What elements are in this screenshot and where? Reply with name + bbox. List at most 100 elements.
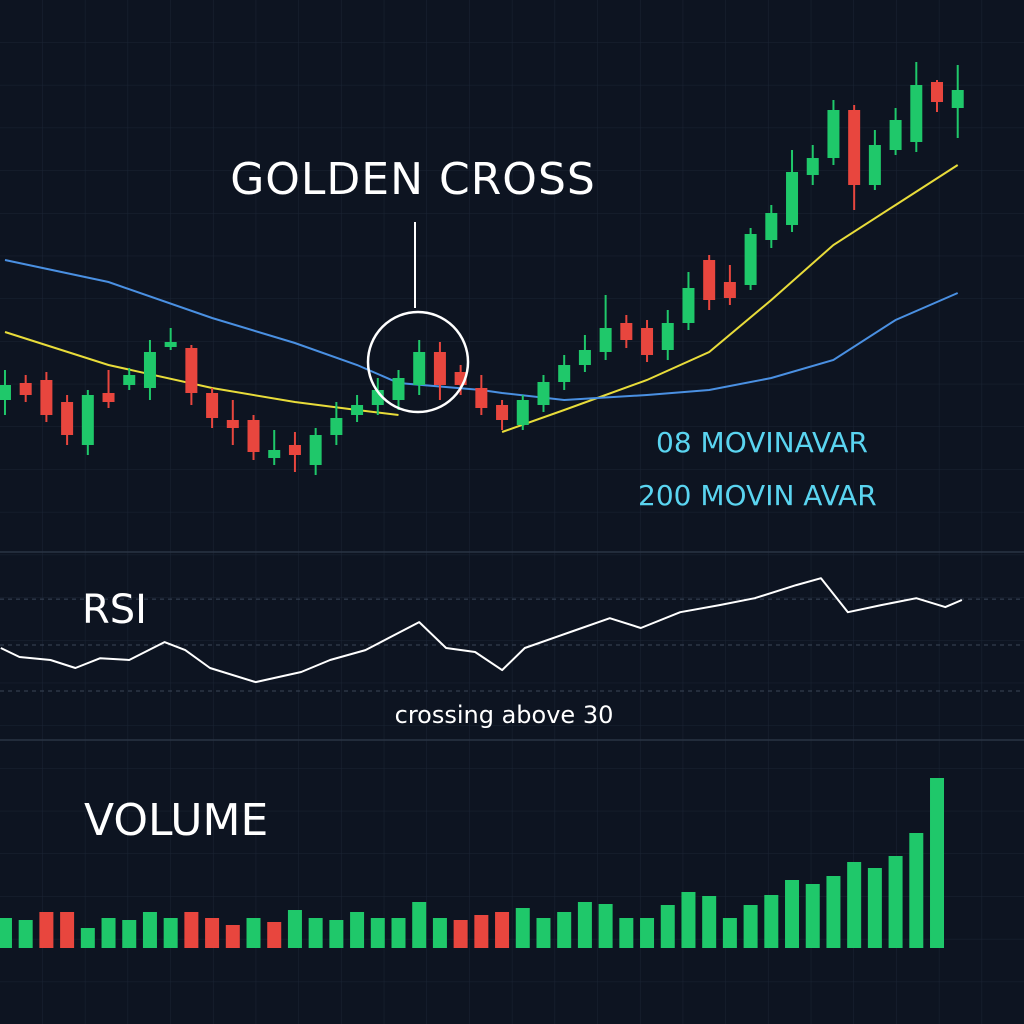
- candle-body: [247, 420, 260, 452]
- panel-title: RSI: [82, 587, 147, 633]
- candle-body: [392, 378, 405, 400]
- candle-body: [578, 350, 591, 365]
- volume-bar: [412, 902, 427, 948]
- candle-body: [703, 260, 716, 300]
- candle-body: [123, 375, 136, 385]
- volume-bar: [805, 884, 820, 948]
- volume-bar: [246, 918, 261, 948]
- volume-bar: [80, 928, 95, 948]
- rsi-line: [0, 577, 963, 684]
- volume-bar: [640, 918, 655, 948]
- candle-body: [537, 382, 550, 405]
- candle-body: [682, 288, 695, 323]
- candle-body: [433, 352, 446, 385]
- candle-body: [889, 120, 902, 150]
- volume-bar: [909, 833, 924, 948]
- volume-bar: [122, 920, 137, 948]
- volume-bar: [930, 778, 945, 948]
- volume-bar: [205, 918, 220, 948]
- volume-bar: [598, 904, 613, 948]
- volume-bar: [225, 925, 240, 948]
- volume-bar: [702, 896, 717, 948]
- volume-bar: [785, 880, 800, 948]
- volume-bar: [453, 920, 468, 948]
- candle-body: [309, 435, 322, 465]
- volume-bar: [391, 918, 406, 948]
- candle-body: [786, 172, 799, 225]
- candle-body: [848, 110, 861, 185]
- volume-bar: [163, 918, 178, 948]
- candle-body: [868, 145, 881, 185]
- marks: [0, 62, 1024, 948]
- candle-body: [806, 158, 819, 175]
- candle-body: [620, 323, 633, 340]
- candle-body: [351, 405, 364, 415]
- candle-body: [641, 328, 654, 355]
- volume-bar: [101, 918, 116, 948]
- candle-body: [268, 450, 281, 458]
- candle-body: [185, 348, 198, 393]
- candle-body: [765, 213, 778, 240]
- volume-bar: [743, 905, 758, 948]
- volume-bar: [577, 902, 592, 948]
- candle-body: [516, 400, 529, 425]
- volume-bar: [350, 912, 365, 948]
- volume-bar: [267, 922, 282, 948]
- volume-bar: [867, 868, 882, 948]
- legend-label: 08 MOVINAVAR: [656, 426, 868, 459]
- annotation-circle: [366, 310, 470, 414]
- volume-bar: [329, 920, 344, 948]
- volume-bar: [847, 862, 862, 948]
- moving-average-line: [4, 164, 959, 433]
- volume-bar: [287, 910, 302, 948]
- volume-bar: [660, 905, 675, 948]
- panel-title: VOLUME: [84, 795, 268, 846]
- volume-bar: [18, 920, 33, 948]
- volume-bar: [495, 912, 510, 948]
- candle-body: [951, 90, 964, 108]
- volume-bar: [722, 918, 737, 948]
- volume-bar: [557, 912, 572, 948]
- volume-bar: [0, 918, 12, 948]
- volume-bar: [474, 915, 489, 948]
- volume-bar: [515, 908, 530, 948]
- candle-body: [19, 383, 32, 395]
- candle-body: [599, 328, 612, 352]
- volume-bar: [184, 912, 199, 948]
- candle-body: [81, 395, 94, 445]
- legend-label: 200 MOVIN AVAR: [638, 479, 877, 512]
- annotation: GOLDEN CROSS: [230, 154, 596, 205]
- candle-body: [910, 85, 923, 142]
- candle-body: [330, 418, 343, 435]
- volume-bar: [681, 892, 696, 948]
- volume-bar: [142, 912, 157, 948]
- candle-body: [40, 380, 53, 415]
- volume-bar: [619, 918, 634, 948]
- volume-bar: [888, 856, 903, 948]
- volume-bar: [370, 918, 385, 948]
- candle-body: [61, 402, 74, 435]
- candle-body: [143, 352, 156, 388]
- candle-body: [226, 420, 239, 428]
- volume-bar: [536, 918, 551, 948]
- moving-average-line: [4, 259, 959, 402]
- candle-body: [496, 405, 509, 420]
- volume-bar: [39, 912, 54, 948]
- candle-body: [206, 393, 219, 418]
- candle-body: [661, 323, 674, 350]
- candle-body: [931, 82, 944, 102]
- volume-bar: [308, 918, 323, 948]
- volume-bar: [826, 876, 841, 948]
- volume-bar: [60, 912, 75, 948]
- candle-body: [164, 342, 177, 347]
- annotation: crossing above 30: [395, 701, 614, 729]
- candle-body: [288, 445, 301, 455]
- candle-body: [558, 365, 571, 382]
- volume-bar: [432, 918, 447, 948]
- volume-bar: [764, 895, 779, 948]
- candle-body: [744, 234, 757, 285]
- candle-body: [827, 110, 840, 158]
- candle-body: [413, 352, 426, 385]
